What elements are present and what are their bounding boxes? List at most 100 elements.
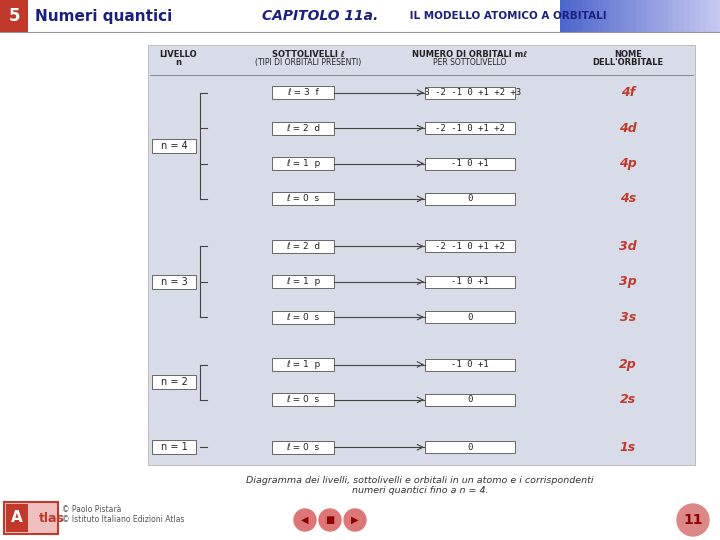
Text: SOTTOLIVELLI ℓ: SOTTOLIVELLI ℓ [271, 50, 344, 59]
FancyBboxPatch shape [619, 0, 625, 32]
FancyBboxPatch shape [272, 240, 334, 253]
FancyBboxPatch shape [684, 0, 690, 32]
FancyBboxPatch shape [152, 275, 196, 289]
Text: 1s: 1s [620, 441, 636, 454]
Text: -1 0 +1: -1 0 +1 [451, 360, 489, 369]
Text: 0: 0 [467, 395, 473, 404]
FancyBboxPatch shape [425, 394, 515, 406]
Text: 5: 5 [8, 7, 19, 25]
Text: 3s: 3s [620, 310, 636, 323]
Text: 4s: 4s [620, 192, 636, 205]
Text: ℓ = 1  p: ℓ = 1 p [286, 159, 320, 168]
Text: 4f: 4f [621, 86, 635, 99]
Text: ℓ = 0  s: ℓ = 0 s [287, 395, 320, 404]
FancyBboxPatch shape [587, 0, 593, 32]
FancyBboxPatch shape [608, 0, 614, 32]
FancyBboxPatch shape [582, 0, 587, 32]
Text: n = 1: n = 1 [161, 442, 187, 453]
Circle shape [677, 504, 709, 536]
FancyBboxPatch shape [148, 45, 695, 465]
FancyBboxPatch shape [425, 359, 515, 370]
FancyBboxPatch shape [668, 0, 673, 32]
Text: 2s: 2s [620, 394, 636, 407]
Text: n = 4: n = 4 [161, 141, 187, 151]
Text: -1 0 +1: -1 0 +1 [451, 159, 489, 168]
FancyBboxPatch shape [272, 275, 334, 288]
Circle shape [344, 509, 366, 531]
FancyBboxPatch shape [0, 0, 28, 32]
Text: NUMERO DI ORBITALI mℓ: NUMERO DI ORBITALI mℓ [413, 50, 528, 59]
FancyBboxPatch shape [272, 157, 334, 170]
FancyBboxPatch shape [272, 192, 334, 205]
Text: CAPITOLO 11a.: CAPITOLO 11a. [262, 9, 378, 23]
FancyBboxPatch shape [560, 0, 565, 32]
FancyBboxPatch shape [4, 502, 58, 534]
Text: 0: 0 [467, 313, 473, 322]
FancyBboxPatch shape [6, 504, 28, 532]
FancyBboxPatch shape [598, 0, 603, 32]
FancyBboxPatch shape [695, 0, 701, 32]
Text: 11: 11 [683, 513, 703, 527]
Text: 3d: 3d [619, 240, 637, 253]
Text: 0: 0 [467, 443, 473, 452]
FancyBboxPatch shape [603, 0, 608, 32]
Text: © Paolo Pistarà
© Istituto Italiano Edizioni Atlas: © Paolo Pistarà © Istituto Italiano Ediz… [62, 505, 184, 524]
Text: -1 0 +1: -1 0 +1 [451, 277, 489, 286]
Text: ℓ = 2  d: ℓ = 2 d [286, 124, 320, 133]
FancyBboxPatch shape [425, 158, 515, 170]
FancyBboxPatch shape [630, 0, 636, 32]
Text: ℓ = 1  p: ℓ = 1 p [286, 277, 320, 286]
Circle shape [319, 509, 341, 531]
FancyBboxPatch shape [673, 0, 679, 32]
Text: n = 3: n = 3 [161, 276, 187, 287]
Text: PER SOTTOLIVELLO: PER SOTTOLIVELLO [433, 58, 507, 67]
Text: 3p: 3p [619, 275, 637, 288]
Text: ◀: ◀ [301, 515, 309, 525]
Text: 4d: 4d [619, 122, 637, 134]
FancyBboxPatch shape [425, 193, 515, 205]
Text: ℓ = 1  p: ℓ = 1 p [286, 360, 320, 369]
FancyBboxPatch shape [425, 441, 515, 453]
Text: ℓ = 0  s: ℓ = 0 s [287, 443, 320, 452]
FancyBboxPatch shape [706, 0, 711, 32]
FancyBboxPatch shape [647, 0, 652, 32]
FancyBboxPatch shape [425, 311, 515, 323]
FancyBboxPatch shape [152, 440, 196, 454]
FancyBboxPatch shape [152, 375, 196, 389]
Text: ■: ■ [325, 515, 335, 525]
FancyBboxPatch shape [701, 0, 706, 32]
FancyBboxPatch shape [614, 0, 619, 32]
Text: A: A [11, 510, 23, 525]
Text: NOME: NOME [614, 50, 642, 59]
FancyBboxPatch shape [690, 0, 695, 32]
FancyBboxPatch shape [593, 0, 598, 32]
FancyBboxPatch shape [641, 0, 647, 32]
Circle shape [294, 509, 316, 531]
Text: LIVELLO: LIVELLO [159, 50, 197, 59]
Text: 2p: 2p [619, 358, 637, 371]
FancyBboxPatch shape [425, 276, 515, 288]
Text: IL MODELLO ATOMICO A ORBITALI: IL MODELLO ATOMICO A ORBITALI [406, 11, 607, 21]
FancyBboxPatch shape [272, 394, 334, 407]
FancyBboxPatch shape [711, 0, 716, 32]
FancyBboxPatch shape [625, 0, 630, 32]
FancyBboxPatch shape [272, 310, 334, 323]
FancyBboxPatch shape [657, 0, 662, 32]
Text: 4p: 4p [619, 157, 637, 170]
Text: (TIPI DI ORBITALI PRESENTI): (TIPI DI ORBITALI PRESENTI) [255, 58, 361, 67]
Text: -3 -2 -1 0 +1 +2 +3: -3 -2 -1 0 +1 +2 +3 [419, 88, 521, 97]
Text: ℓ = 0  s: ℓ = 0 s [287, 194, 320, 204]
FancyBboxPatch shape [636, 0, 641, 32]
Text: ℓ = 2  d: ℓ = 2 d [286, 242, 320, 251]
Text: ℓ = 3  f: ℓ = 3 f [287, 88, 319, 97]
Text: Numeri quantici: Numeri quantici [35, 9, 172, 24]
FancyBboxPatch shape [425, 240, 515, 252]
Text: -2 -1 0 +1 +2: -2 -1 0 +1 +2 [435, 124, 505, 133]
Text: ▶: ▶ [351, 515, 359, 525]
FancyBboxPatch shape [425, 122, 515, 134]
Text: n = 2: n = 2 [161, 377, 187, 387]
FancyBboxPatch shape [425, 87, 515, 99]
FancyBboxPatch shape [662, 0, 668, 32]
FancyBboxPatch shape [576, 0, 582, 32]
FancyBboxPatch shape [272, 441, 334, 454]
